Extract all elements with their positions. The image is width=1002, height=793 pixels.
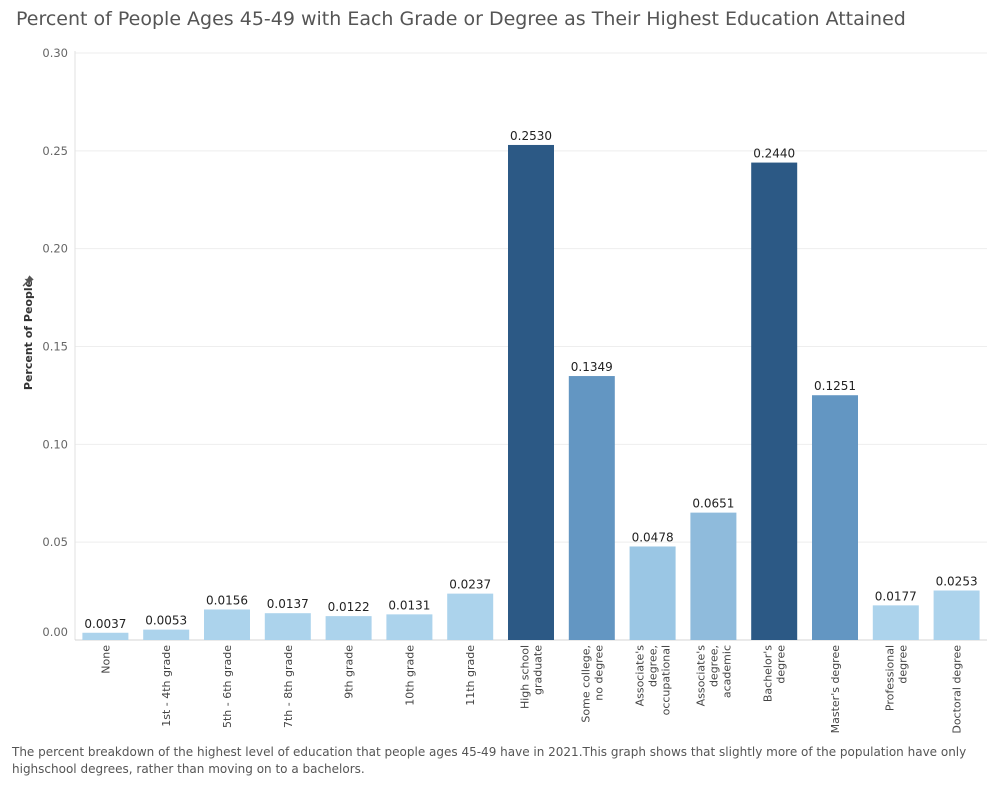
x-tick-label: Master's degree — [829, 645, 842, 734]
bar — [143, 629, 190, 640]
data-label: 0.0037 — [84, 617, 126, 631]
x-tick-label: occupational — [660, 645, 673, 715]
x-tick-label: Bachelor's — [762, 645, 775, 702]
y-tick-label: 0.10 — [42, 437, 68, 451]
x-tick-label: no degree — [592, 645, 605, 701]
bar — [204, 609, 250, 640]
data-label: 0.0137 — [267, 597, 309, 611]
data-label: 0.0237 — [449, 578, 491, 592]
x-tick-label: 11th grade — [464, 645, 477, 706]
data-label: 0.0122 — [328, 600, 370, 614]
x-tick-label: Professional — [883, 645, 896, 711]
x-tick-label: Doctoral degree — [951, 645, 964, 734]
bar — [264, 613, 311, 640]
chart-title: Percent of People Ages 45-49 with Each G… — [16, 8, 906, 30]
bar — [82, 632, 129, 640]
x-tick-label: 1st - 4th grade — [160, 645, 173, 727]
x-tick-label: None — [99, 645, 112, 674]
x-tick-label: degree — [775, 645, 788, 684]
bar — [447, 593, 494, 640]
pin-icon — [22, 275, 34, 287]
data-label: 0.0131 — [388, 598, 430, 612]
bar — [872, 605, 919, 640]
x-tick-label: graduate — [532, 645, 545, 695]
y-tick-label: 0.20 — [42, 242, 68, 256]
data-label: 0.1349 — [571, 360, 613, 374]
data-label: 0.0253 — [936, 574, 978, 588]
x-tick-label: degree — [896, 645, 909, 684]
x-tick-label: Associate's — [634, 645, 647, 707]
bar — [325, 616, 372, 640]
x-tick-label: 10th grade — [403, 645, 416, 706]
bar — [933, 590, 980, 640]
bar — [508, 144, 554, 641]
x-tick-label: 9th grade — [343, 645, 356, 699]
bar — [690, 512, 737, 640]
data-label: 0.0478 — [632, 530, 674, 544]
bar-chart: 0.00 0.05 0.10 0.15 0.20 0.25 0.30 Percent of P… — [22, 46, 987, 734]
bar — [812, 395, 858, 640]
x-tick-label: Associate's — [694, 645, 707, 707]
chart-caption: The percent breakdown of the highest lev… — [12, 745, 967, 776]
x-tick-label: degree, — [707, 645, 720, 687]
data-label: 0.2530 — [510, 129, 552, 143]
y-tick-label: 0.05 — [42, 535, 68, 549]
x-tick-label: degree, — [647, 645, 660, 687]
data-label: 0.1251 — [814, 379, 856, 393]
data-label: 0.0651 — [692, 497, 734, 511]
bar — [751, 162, 798, 640]
y-tick-label: 0.25 — [42, 144, 68, 158]
y-axis-label: Percent of People — [22, 280, 35, 390]
bar — [386, 614, 433, 640]
data-label: 0.2440 — [753, 147, 795, 161]
x-tick-label: Some college, — [579, 645, 592, 723]
x-tick-label: 7th - 8th grade — [282, 645, 295, 728]
bar — [629, 546, 676, 640]
x-tick-label: 5th - 6th grade — [221, 645, 234, 728]
y-tick-label: 0.15 — [42, 340, 68, 354]
y-tick-label: 0.30 — [42, 46, 68, 60]
y-tick-label: 0.00 — [42, 625, 68, 639]
data-label: 0.0053 — [145, 614, 187, 628]
x-tick-label: High school — [519, 645, 532, 709]
x-tick-label: academic — [720, 645, 733, 698]
bar — [568, 376, 615, 640]
data-label: 0.0156 — [206, 593, 248, 607]
data-label: 0.0177 — [875, 589, 917, 603]
